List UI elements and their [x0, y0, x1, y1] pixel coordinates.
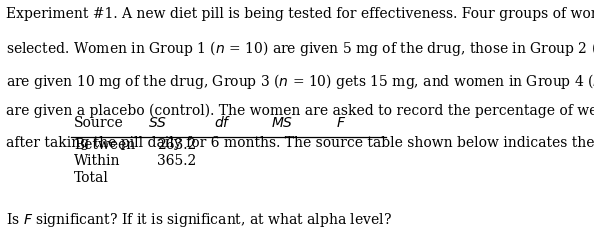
Text: Experiment #1. A new diet pill is being tested for effectiveness. Four groups of: Experiment #1. A new diet pill is being …: [6, 7, 594, 21]
Text: $SS$: $SS$: [148, 116, 167, 130]
Text: are given 10 mg of the drug, Group 3 ($n$ = 10) gets 15 mg, and women in Group 4: are given 10 mg of the drug, Group 3 ($n…: [6, 72, 594, 91]
Text: Within: Within: [74, 154, 121, 168]
Text: 263.2: 263.2: [157, 138, 197, 152]
Text: Between: Between: [74, 138, 135, 152]
Text: $F$: $F$: [336, 116, 347, 130]
Text: after taking the pill daily for 6 months. The source table shown below indicates: after taking the pill daily for 6 months…: [6, 136, 594, 150]
Text: are given a placebo (control). The women are asked to record the percentage of w: are given a placebo (control). The women…: [6, 104, 594, 118]
Text: Source: Source: [74, 116, 124, 130]
Text: Total: Total: [74, 171, 109, 185]
Text: Is $F$ significant? If it is significant, at what alpha level?: Is $F$ significant? If it is significant…: [6, 212, 392, 229]
Text: $MS$: $MS$: [271, 116, 293, 130]
Text: selected. Women in Group 1 ($n$ = 10) are given 5 mg of the drug, those in Group: selected. Women in Group 1 ($n$ = 10) ar…: [6, 39, 594, 58]
Text: 365.2: 365.2: [157, 154, 197, 168]
Text: $df$: $df$: [214, 115, 232, 130]
